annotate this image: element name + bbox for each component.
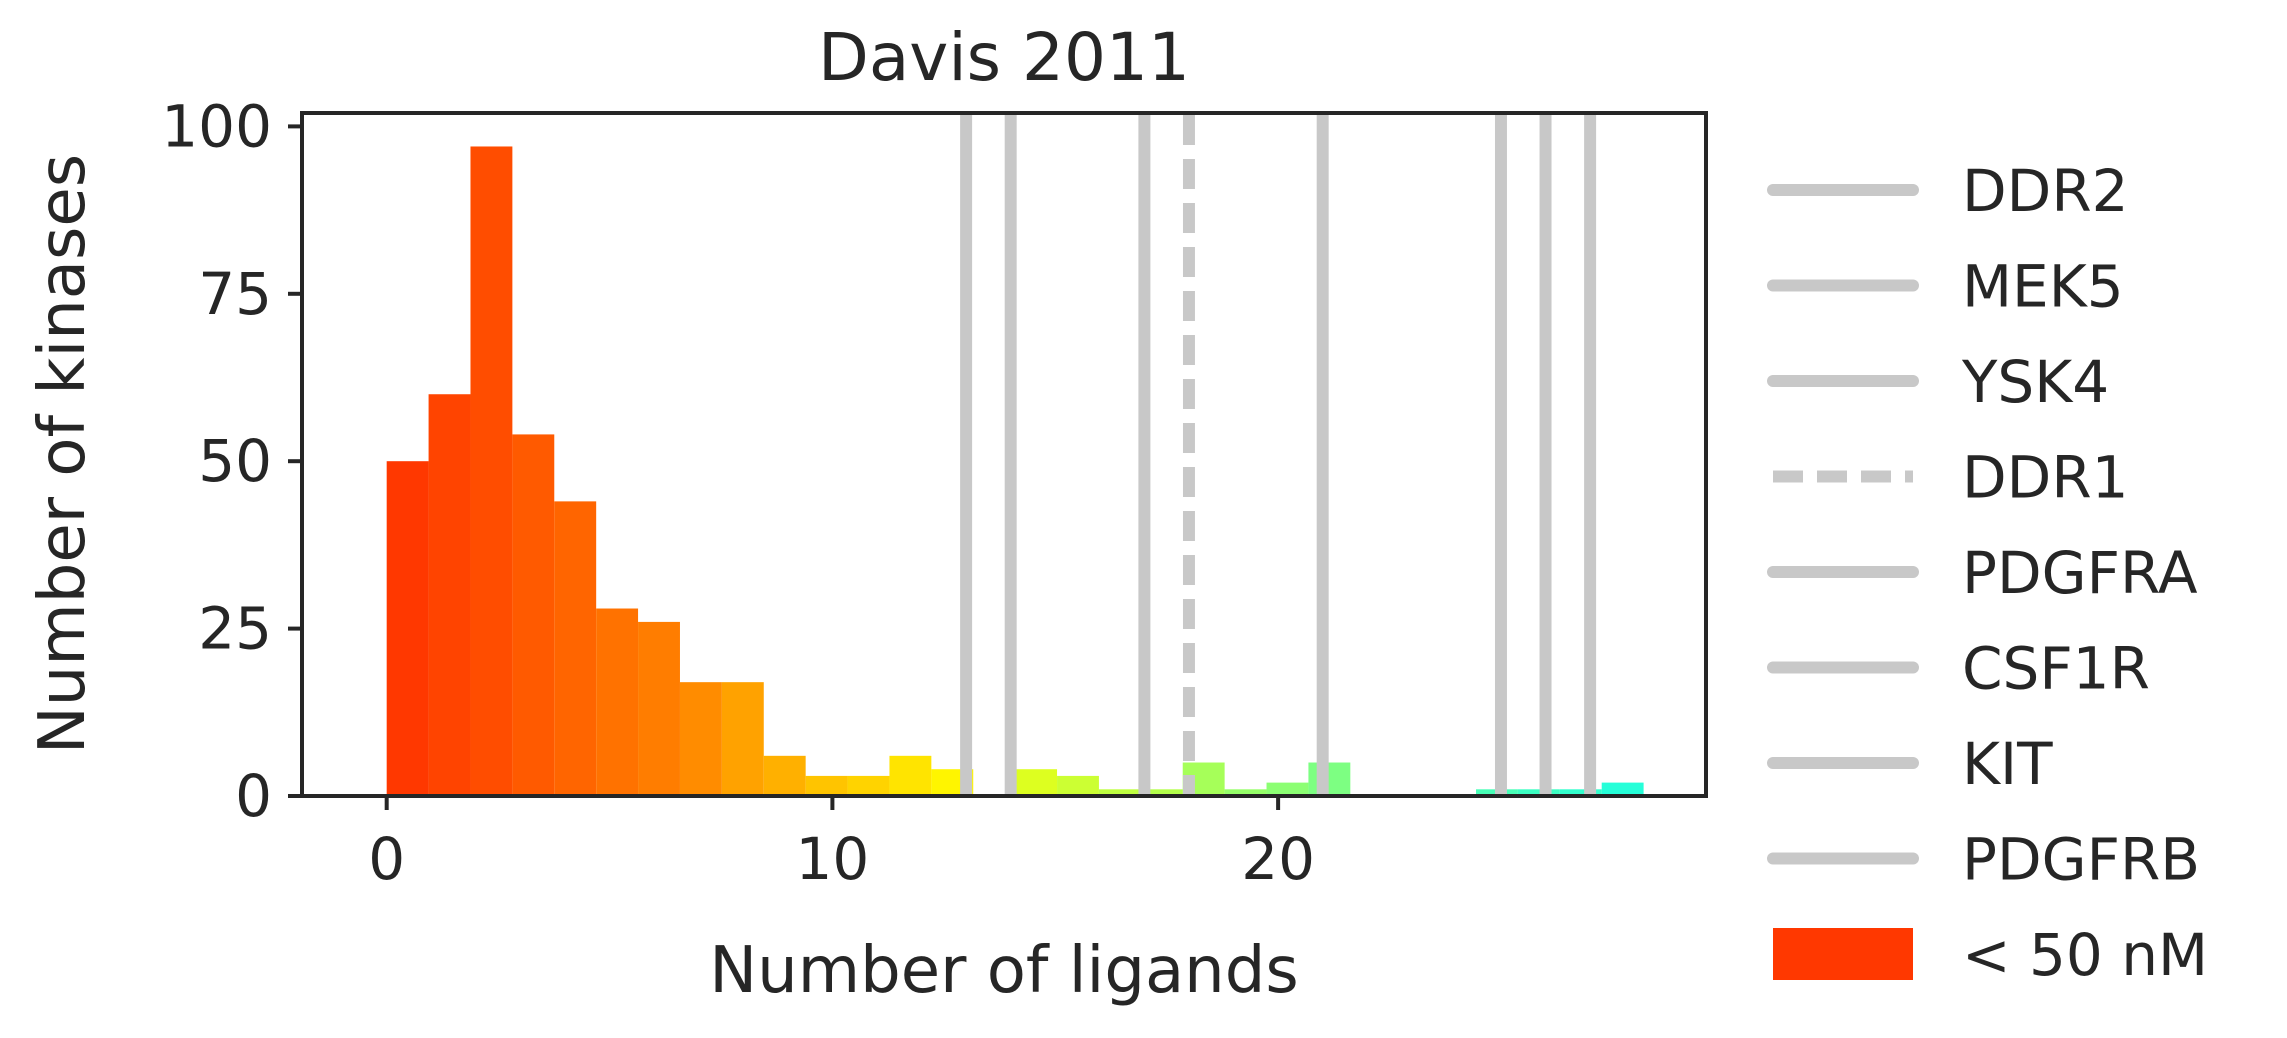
x-tick-label-10: 10 xyxy=(795,825,869,893)
legend-label-50-nm: < 50 nM xyxy=(1962,921,2208,989)
legend-label-ddr2: DDR2 xyxy=(1962,157,2129,225)
reference-lines xyxy=(960,115,1597,794)
legend-label-mek5: MEK5 xyxy=(1962,253,2124,321)
bar-10 xyxy=(805,775,848,796)
bar-9 xyxy=(763,755,806,796)
legend-label-pdgfrb: PDGFRB xyxy=(1962,826,2200,894)
bar-8 xyxy=(721,682,764,796)
bar-20 xyxy=(1266,782,1309,796)
bar-19 xyxy=(1224,789,1267,796)
legend-label-csf1r: CSF1R xyxy=(1962,635,2150,703)
bar-2 xyxy=(470,146,513,796)
bar-15 xyxy=(1057,775,1099,796)
y-axis-ticks: 0 25 50 75 100 xyxy=(161,92,302,830)
bar-1 xyxy=(428,394,471,796)
y-tick-label-100: 100 xyxy=(161,92,272,160)
x-axis-label: Number of ligands xyxy=(709,934,1298,1008)
bar-16 xyxy=(1098,789,1141,796)
x-tick-label-0: 0 xyxy=(368,825,405,893)
bar-3 xyxy=(512,434,555,796)
legend: DDR2 MEK5 YSK4 DDR1 PDGFRA CSF1R KIT PDGFRB < 50… xyxy=(1767,157,2208,989)
bar-11 xyxy=(847,775,890,796)
y-tick-label-0: 0 xyxy=(235,762,272,830)
plot-frame xyxy=(300,111,1708,798)
y-tick-label-25: 25 xyxy=(198,595,272,663)
legend-label-kit: KIT xyxy=(1962,730,2053,798)
bar-6 xyxy=(638,621,680,796)
bar-5 xyxy=(596,608,639,796)
bar-14 xyxy=(1015,769,1058,796)
legend-label-ddr1: DDR1 xyxy=(1962,444,2129,512)
y-axis-label: Number of kinases xyxy=(26,154,100,754)
bar-25 xyxy=(1601,782,1644,796)
legend-swatch-patch xyxy=(1773,928,1913,980)
bar-23 xyxy=(1517,789,1560,796)
bar-21 xyxy=(1308,762,1351,796)
legend-label-ysk4: YSK4 xyxy=(1961,348,2109,416)
y-tick-label-75: 75 xyxy=(198,260,272,328)
bar-4 xyxy=(554,501,597,796)
x-axis-ticks: 0 10 20 xyxy=(368,796,1315,893)
legend-label-pdgfra: PDGFRA xyxy=(1962,539,2198,607)
bar-0 xyxy=(386,461,429,796)
bar-7 xyxy=(679,682,722,796)
bar-12 xyxy=(889,755,932,796)
y-tick-label-50: 50 xyxy=(198,427,272,495)
chart-title: Davis 2011 xyxy=(818,19,1190,96)
histogram-bars xyxy=(386,146,1644,796)
x-tick-label-20: 20 xyxy=(1241,825,1315,893)
bar-24 xyxy=(1559,789,1602,796)
bar-17 xyxy=(1140,789,1183,796)
